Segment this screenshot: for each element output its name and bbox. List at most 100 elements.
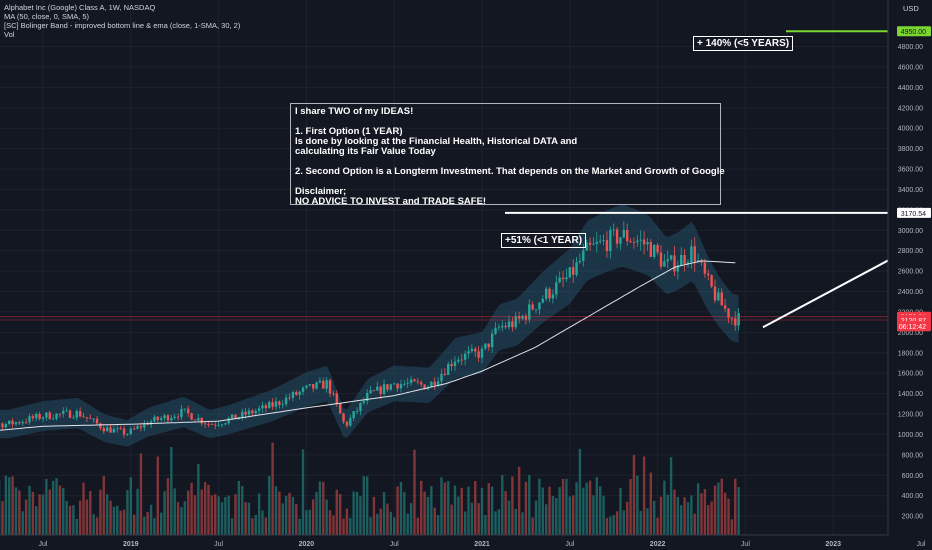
candle-body bbox=[710, 275, 713, 287]
time-tick-label: 2020 bbox=[299, 541, 315, 548]
volume-bar bbox=[176, 502, 180, 535]
target-label-short[interactable]: +51% (<1 YEAR) bbox=[501, 233, 587, 248]
target-label-long[interactable]: + 140% (<5 YEARS) bbox=[693, 36, 794, 51]
candle-body bbox=[612, 229, 615, 231]
annotations[interactable] bbox=[0, 30, 932, 329]
candle-body bbox=[626, 229, 629, 242]
volume-bar bbox=[335, 489, 338, 535]
volume-bar bbox=[163, 491, 166, 535]
volume-bar bbox=[355, 491, 359, 535]
note-line: calculating its Fair Value Today bbox=[295, 146, 436, 157]
volume-bar bbox=[680, 505, 683, 535]
indicator-volume: Vol bbox=[4, 30, 15, 39]
volume-bar bbox=[470, 502, 474, 535]
volume-bar bbox=[224, 497, 227, 535]
volume-bar bbox=[35, 506, 38, 535]
volume-bar bbox=[11, 476, 14, 535]
volume-bar bbox=[332, 515, 335, 535]
candle-body bbox=[653, 245, 656, 257]
candle-body bbox=[281, 404, 284, 406]
candle-body bbox=[126, 434, 129, 435]
volume-bar bbox=[78, 500, 82, 535]
candle-body bbox=[159, 418, 163, 420]
candle-body bbox=[470, 348, 474, 352]
volume-bar bbox=[413, 449, 416, 535]
volume-bar bbox=[433, 507, 436, 535]
candle-body bbox=[399, 384, 403, 389]
price-tick-label: 600.00 bbox=[902, 473, 924, 480]
volume-bar bbox=[480, 487, 484, 535]
volume-bar bbox=[109, 500, 112, 535]
candle-body bbox=[730, 317, 734, 319]
candle-body bbox=[301, 387, 305, 392]
volume-bar bbox=[396, 486, 399, 535]
candle-body bbox=[538, 302, 541, 310]
volume-bar bbox=[632, 455, 636, 535]
price-tick-label: 3400.00 bbox=[898, 187, 923, 194]
candle-body bbox=[38, 413, 41, 419]
candle-body bbox=[308, 384, 311, 386]
candle-body bbox=[156, 416, 160, 420]
candle-body bbox=[379, 386, 382, 395]
volume-bar bbox=[338, 494, 342, 535]
volume-bar bbox=[365, 476, 369, 535]
volume-bar bbox=[707, 505, 710, 535]
volume-bar bbox=[58, 485, 62, 535]
candle-body bbox=[703, 262, 707, 274]
volume-bar bbox=[136, 488, 139, 535]
candle-body bbox=[129, 428, 132, 435]
ideas-note[interactable]: I share TWO of my IDEAS! 1. First Option… bbox=[290, 103, 725, 207]
volume-bar bbox=[318, 481, 322, 535]
candle-body bbox=[24, 422, 28, 423]
time-tick-label: 2021 bbox=[474, 541, 490, 548]
note-line: Disclaimer; bbox=[295, 186, 347, 197]
price-tick-label: 1000.00 bbox=[898, 432, 923, 439]
candle-body bbox=[220, 424, 224, 426]
candle-body bbox=[85, 417, 89, 419]
candle-body bbox=[102, 428, 105, 432]
volume-bar bbox=[271, 442, 274, 535]
candle-body bbox=[474, 348, 477, 352]
volume-bar bbox=[24, 499, 28, 535]
candle-body bbox=[14, 422, 18, 425]
volume-bar bbox=[450, 504, 453, 535]
volume-bar bbox=[376, 513, 379, 535]
candle-body bbox=[291, 392, 295, 398]
volume-bar bbox=[737, 487, 740, 535]
candle-body bbox=[372, 390, 376, 392]
volume-bar bbox=[210, 495, 214, 535]
volume-bar bbox=[453, 485, 457, 535]
candle-body bbox=[453, 361, 457, 367]
volume-bar bbox=[230, 518, 234, 535]
candle-body bbox=[592, 243, 595, 245]
volume-bar bbox=[112, 506, 116, 535]
candle-body bbox=[153, 416, 156, 422]
candle-body bbox=[430, 381, 433, 387]
candle-body bbox=[588, 242, 592, 245]
candle-body bbox=[288, 397, 291, 399]
candle-body bbox=[298, 391, 301, 395]
candle-body bbox=[197, 418, 200, 421]
candle-body bbox=[173, 416, 176, 419]
volume-bar bbox=[288, 492, 291, 535]
volume-bar bbox=[105, 494, 109, 535]
candle-body bbox=[436, 381, 440, 386]
volume-bar bbox=[626, 501, 629, 535]
volume-bar bbox=[646, 508, 649, 535]
candle-body bbox=[92, 418, 95, 420]
volume-bar bbox=[521, 512, 524, 535]
volume-bar bbox=[720, 478, 723, 535]
candle-body bbox=[251, 410, 254, 414]
candle-body bbox=[254, 410, 257, 414]
time-axis[interactable]: Jul2019Jul2020Jul2021Jul2022Jul2023Jul20… bbox=[0, 534, 932, 548]
time-tick-label: 2022 bbox=[650, 541, 666, 548]
volume-bar bbox=[629, 479, 632, 535]
volume-bar bbox=[180, 507, 183, 535]
price-tick-label: 1400.00 bbox=[898, 391, 923, 398]
price-axis[interactable]: USD 200.00 400.00 600.00 800.00 1000.00 1200.0… bbox=[887, 0, 932, 550]
candle-body bbox=[183, 408, 187, 410]
candle-body bbox=[139, 426, 143, 428]
candle-body bbox=[649, 241, 653, 257]
volume-bar bbox=[713, 485, 717, 535]
